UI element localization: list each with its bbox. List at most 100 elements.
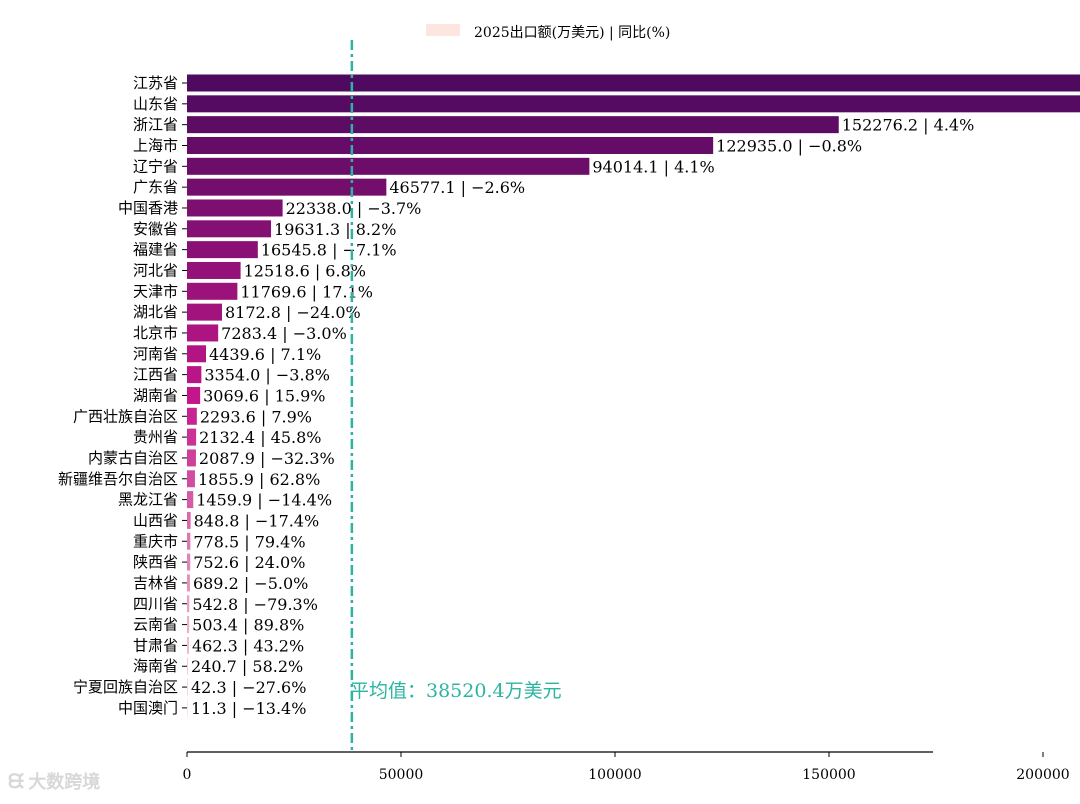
- category-label: 上海市: [133, 136, 178, 154]
- data-label: 12518.6 | 6.8%: [244, 261, 366, 280]
- category-label: 浙江省: [133, 116, 178, 134]
- bar: [187, 428, 197, 446]
- x-tick-label: 100000: [588, 767, 641, 783]
- category-label: 吉林省: [133, 574, 178, 592]
- bar: [187, 470, 195, 488]
- data-label: 2132.4 | 45.8%: [199, 428, 321, 447]
- bar: [187, 636, 189, 654]
- category-label: 湖北省: [133, 303, 178, 321]
- watermark: ᙙ 大数跨境: [8, 768, 100, 794]
- category-label: 中国香港: [118, 199, 178, 217]
- bar: [187, 95, 1080, 113]
- category-label: 广西壮族自治区: [73, 407, 178, 425]
- bar: [187, 261, 241, 279]
- bar: [187, 574, 190, 592]
- category-label: 宁夏回族自治区: [73, 678, 178, 696]
- x-tick-label: 0: [183, 767, 192, 783]
- data-label: 689.2 | −5.0%: [193, 574, 308, 593]
- bar: [187, 553, 191, 571]
- data-label: 11.3 | −13.4%: [191, 699, 306, 718]
- data-label: 240.7 | 58.2%: [191, 657, 303, 676]
- mean-group: 平均值：38520.4万美元: [350, 40, 562, 754]
- bar: [187, 595, 190, 613]
- watermark-text: 大数跨境: [28, 772, 101, 793]
- bar: [187, 303, 222, 321]
- data-label: 122935.0 | −0.8%: [716, 136, 862, 155]
- bar: [187, 511, 191, 529]
- data-label: 22338.0 | −3.7%: [286, 199, 422, 218]
- category-label: 河南省: [133, 345, 178, 363]
- data-label: 4439.6 | 7.1%: [209, 345, 321, 364]
- x-tick-label: 200000: [1016, 767, 1069, 783]
- bar: [187, 157, 590, 175]
- data-label: 11769.6 | 17.1%: [240, 282, 373, 301]
- bar: [187, 178, 387, 196]
- data-label: 2293.6 | 7.9%: [200, 407, 312, 426]
- data-label: 94014.1 | 4.1%: [592, 157, 714, 176]
- data-label: 152276.2 | 4.4%: [842, 116, 975, 135]
- data-label: 3354.0 | −3.8%: [204, 366, 330, 385]
- category-label: 新疆维吾尔自治区: [58, 470, 178, 488]
- bar: [187, 74, 1080, 92]
- category-label: 江西省: [133, 366, 178, 384]
- data-label: 19631.3 | 8.2%: [274, 220, 396, 239]
- category-label: 中国澳门: [118, 699, 178, 717]
- bar: [187, 345, 207, 363]
- bar: [187, 199, 283, 217]
- bar: [187, 241, 258, 259]
- category-label: 云南省: [133, 616, 178, 634]
- legend: 2025出口额(万美元) | 同比(%): [426, 24, 670, 41]
- category-label: 内蒙古自治区: [88, 449, 178, 467]
- bar: [187, 491, 194, 509]
- bar: [187, 678, 188, 696]
- category-label: 辽宁省: [133, 157, 178, 175]
- legend-swatch: [426, 24, 460, 36]
- category-labels: 江苏省山东省浙江省上海市辽宁省广东省中国香港安徽省福建省河北省天津市湖北省北京市…: [58, 74, 178, 717]
- data-label: 503.4 | 89.8%: [192, 616, 304, 635]
- data-label: 778.5 | 79.4%: [193, 532, 305, 551]
- data-label: 542.8 | −79.3%: [192, 595, 318, 614]
- axes: 050000100000150000200000250000300000: [182, 82, 1070, 783]
- x-tick-label: 50000: [379, 767, 424, 783]
- category-label: 福建省: [133, 241, 178, 259]
- data-label: 752.6 | 24.0%: [193, 553, 305, 572]
- bar: [187, 616, 190, 634]
- data-label: 7283.4 | −3.0%: [221, 324, 347, 343]
- category-label: 湖南省: [133, 386, 178, 404]
- bar: [187, 532, 191, 550]
- data-labels: 331399.9 | −3.0%323106.4 | 4.5%152276.2 …: [191, 116, 975, 718]
- bar: [187, 116, 839, 134]
- category-label: 河北省: [133, 261, 178, 279]
- data-label: 42.3 | −27.6%: [191, 678, 306, 697]
- category-label: 江苏省: [133, 74, 178, 92]
- category-label: 安徽省: [133, 220, 178, 238]
- category-label: 陕西省: [133, 553, 178, 571]
- bar: [187, 407, 197, 425]
- data-label: 2087.9 | −32.3%: [199, 449, 335, 468]
- bar: [187, 324, 219, 342]
- category-label: 甘肃省: [133, 636, 178, 654]
- category-label: 北京市: [133, 324, 178, 342]
- data-label: 1855.9 | 62.8%: [198, 470, 320, 489]
- bar: [187, 282, 238, 300]
- category-label: 山西省: [133, 511, 178, 529]
- data-label: 1459.9 | −14.4%: [196, 491, 332, 510]
- x-tick-label: 150000: [802, 767, 855, 783]
- category-label: 天津市: [133, 282, 178, 300]
- bar: [187, 136, 714, 154]
- category-label: 黑龙江省: [118, 491, 178, 509]
- legend-label: 2025出口额(万美元) | 同比(%): [474, 25, 670, 41]
- mean-label: 平均值：38520.4万美元: [350, 680, 562, 702]
- category-label: 山东省: [133, 95, 178, 113]
- category-label: 海南省: [133, 657, 178, 675]
- data-label: 46577.1 | −2.6%: [389, 178, 525, 197]
- data-label: 848.8 | −17.4%: [194, 511, 320, 530]
- data-label: 3069.6 | 15.9%: [203, 386, 325, 405]
- logo-icon: ᙙ: [8, 769, 25, 793]
- bar: [187, 699, 188, 717]
- data-label: 462.3 | 43.2%: [192, 636, 304, 655]
- bar: [187, 366, 202, 384]
- data-label: 16545.8 | −7.1%: [261, 241, 397, 260]
- category-label: 重庆市: [133, 532, 178, 550]
